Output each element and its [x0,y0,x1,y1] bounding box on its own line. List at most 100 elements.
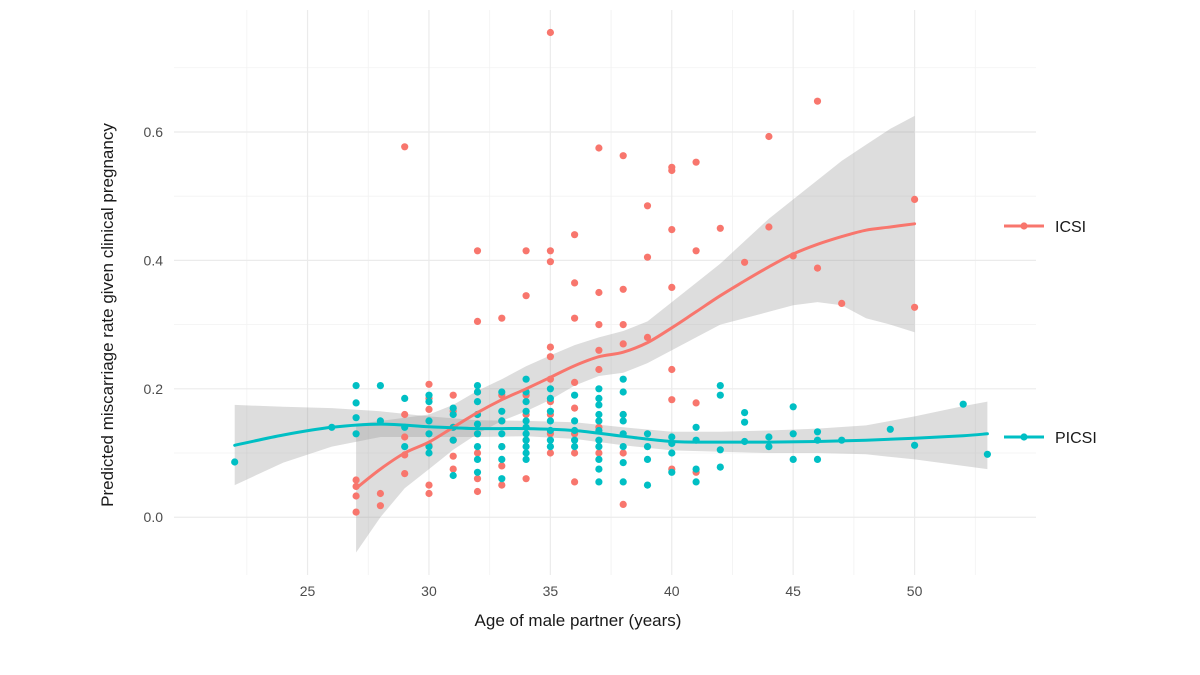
data-point-picsi [473,388,482,396]
data-point-picsi [449,404,457,412]
data-point-icsi [522,475,530,483]
data-point-picsi [789,430,797,438]
data-point-picsi [619,410,627,419]
data-point-picsi [813,455,822,463]
data-point-icsi [546,258,555,266]
data-point-picsi [401,394,409,402]
data-point-picsi [571,436,579,444]
data-point-picsi [886,425,894,433]
data-point-picsi [522,398,530,406]
data-point-picsi [473,430,482,438]
y-tick-label: 0.4 [144,252,164,268]
data-point-icsi [571,478,579,486]
data-point-icsi [546,343,555,351]
data-point-picsi [983,450,992,458]
data-point-picsi [498,430,506,438]
data-point-icsi [668,365,676,374]
data-point-icsi [595,144,603,152]
data-point-icsi [911,303,919,311]
confidence-ribbons [234,115,988,553]
confidence-band-icsi [356,115,915,553]
data-point-picsi [571,417,579,425]
data-point-picsi [522,430,530,438]
data-point-picsi [522,455,530,463]
data-point-picsi [425,398,433,406]
data-point-picsi [692,423,700,431]
data-point-picsi [425,417,433,425]
data-point-icsi [838,299,846,307]
data-point-icsi [401,410,409,419]
data-point-icsi [643,253,652,261]
data-point-icsi [352,508,360,516]
data-point-icsi [522,292,530,300]
data-point-picsi [571,443,579,451]
data-point-picsi [449,436,457,444]
data-point-picsi [473,382,482,390]
data-point-picsi [522,407,530,415]
data-point-icsi [546,247,555,255]
data-point-icsi [716,224,724,232]
data-point-picsi [643,430,652,438]
data-point-picsi [498,417,506,425]
data-point-icsi [522,247,530,255]
data-point-picsi [765,443,773,451]
data-point-picsi [546,385,555,393]
data-point-picsi [376,382,384,390]
data-point-icsi [595,288,603,297]
data-point-picsi [473,443,482,451]
data-point-picsi [522,417,530,425]
legend: ICSI PICSI [1004,219,1097,447]
data-point-picsi [668,449,676,457]
data-point-picsi [716,446,724,454]
data-point-icsi [571,231,579,239]
data-point-picsi [595,401,603,409]
data-point-picsi [959,400,967,408]
legend-label-icsi: ICSI [1055,219,1086,236]
x-tick-label: 50 [907,583,923,599]
data-point-icsi [765,223,773,231]
data-point-picsi [546,436,555,444]
data-point-picsi [595,417,603,425]
data-point-icsi [449,465,457,473]
minor-gridlines [174,10,1036,575]
legend-key-point-picsi [1020,433,1028,441]
data-point-icsi [571,378,579,386]
data-point-picsi [643,481,652,489]
x-axis-ticks: 25 30 35 40 45 50 [300,583,923,599]
data-point-picsi [498,475,506,483]
data-point-picsi [595,455,603,463]
data-point-picsi [595,410,603,419]
data-point-icsi [668,283,676,291]
data-point-picsi [522,443,530,451]
data-point-icsi [546,353,555,361]
data-point-picsi [352,382,360,390]
data-point-icsi [546,449,555,457]
y-axis-ticks: 0.0 0.2 0.4 0.6 [144,124,164,525]
smooth-line-picsi [233,422,989,447]
data-point-picsi [789,455,797,463]
data-point-icsi [619,321,627,329]
data-point-picsi [352,414,360,422]
data-point-picsi [668,468,676,476]
data-point-icsi [473,247,482,255]
data-point-picsi [546,394,555,402]
data-point-picsi [425,430,433,438]
data-point-icsi [425,380,433,388]
x-tick-label: 45 [785,583,801,599]
y-tick-label: 0.2 [144,381,164,397]
data-point-picsi [473,468,482,476]
data-point-picsi [473,398,482,406]
data-point-picsi [522,375,530,383]
data-point-icsi [668,226,676,234]
data-point-picsi [619,375,627,383]
data-point-picsi [498,407,506,415]
confidence-band-picsi [234,401,988,486]
data-point-picsi [716,391,724,399]
x-tick-label: 35 [543,583,559,599]
data-point-icsi [449,391,457,399]
data-point-icsi [595,449,603,457]
data-point-icsi [668,396,676,404]
data-point-picsi [595,394,603,402]
data-point-picsi [668,433,676,441]
